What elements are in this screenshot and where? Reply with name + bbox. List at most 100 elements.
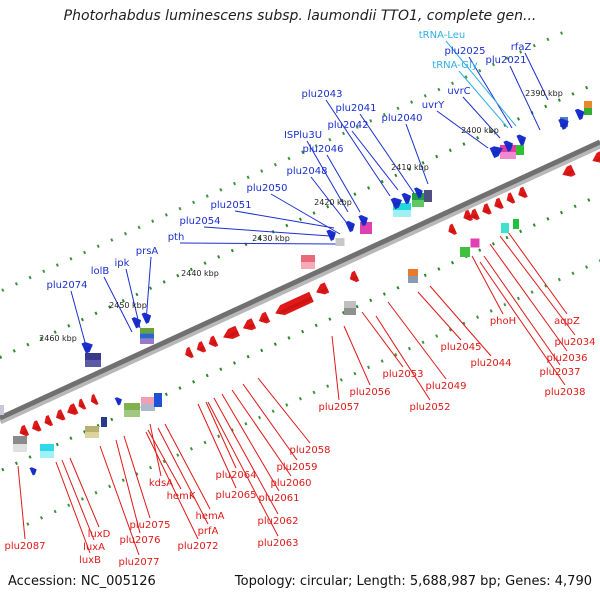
gene-label-lower[interactable]: plu2057 (319, 402, 360, 413)
feature-block[interactable] (124, 403, 140, 417)
forward-gene-arrow[interactable] (141, 310, 154, 324)
gene-label-upper[interactable]: rfaZ (511, 42, 532, 53)
gene-label-upper[interactable]: plu2074 (47, 280, 88, 291)
reverse-gene-arrow[interactable] (17, 424, 30, 438)
forward-gene-arrow[interactable] (516, 133, 528, 146)
gene-label-lower[interactable]: luxA (83, 542, 105, 553)
gene-label-upper[interactable]: pth (168, 232, 185, 243)
gene-label-upper[interactable]: plu2054 (180, 216, 221, 227)
gene-label-lower[interactable]: plu2053 (383, 369, 424, 380)
gene-label-lower[interactable]: plu2059 (277, 462, 318, 473)
gene-label-lower[interactable]: plu2075 (130, 520, 171, 531)
gene-label-upper[interactable]: uvrY (422, 100, 445, 111)
gene-label-lower[interactable]: luxB (79, 555, 101, 566)
reverse-gene-arrow[interactable] (347, 270, 360, 284)
reverse-gene-arrow[interactable] (504, 192, 516, 205)
reverse-gene-arrow[interactable] (65, 403, 79, 417)
feature-block[interactable] (101, 417, 107, 427)
gene-label-lower[interactable]: phoH (490, 316, 516, 327)
reverse-gene-arrow[interactable] (273, 291, 314, 319)
feature-block[interactable] (85, 426, 99, 438)
feature-block[interactable] (516, 145, 524, 155)
gene-label-upper[interactable]: plu2050 (247, 183, 288, 194)
gene-label-lower[interactable]: plu2037 (540, 367, 581, 378)
reverse-gene-arrow[interactable] (206, 335, 219, 349)
reverse-gene-arrow[interactable] (590, 150, 600, 166)
reverse-gene-arrow[interactable] (446, 223, 458, 237)
reverse-gene-arrow[interactable] (257, 311, 271, 326)
reverse-gene-arrow[interactable] (76, 398, 87, 412)
reverse-gene-arrow[interactable] (30, 420, 42, 433)
feature-block[interactable] (513, 219, 519, 229)
reverse-gene-arrow[interactable] (480, 203, 492, 216)
forward-gene-arrow[interactable] (390, 195, 405, 210)
gene-label-lower[interactable]: plu2064 (216, 470, 257, 481)
forward-gene-arrow[interactable] (503, 138, 515, 152)
reverse-gene-arrow[interactable] (560, 164, 576, 180)
feature-block[interactable] (584, 101, 592, 115)
feature-block[interactable] (40, 444, 54, 458)
gene-label-lower[interactable]: plu2062 (258, 516, 299, 527)
gene-label-upper[interactable]: lolB (91, 266, 110, 277)
gene-label-upper[interactable]: plu2025 (445, 46, 486, 57)
gene-label-upper[interactable]: plu2041 (336, 103, 377, 114)
reverse-gene-arrow[interactable] (516, 186, 528, 200)
gene-label-upper[interactable]: ISPlu3U (284, 130, 322, 141)
feature-block[interactable] (460, 247, 470, 257)
gene-label-lower[interactable]: plu2044 (471, 358, 512, 369)
reverse-gene-arrow[interactable] (461, 209, 473, 223)
feature-block[interactable] (335, 238, 345, 246)
feature-block[interactable] (470, 238, 480, 248)
gene-label-lower[interactable]: luxD (88, 529, 111, 540)
gene-label-lower[interactable]: plu2036 (547, 353, 588, 364)
reverse-gene-arrow[interactable] (492, 197, 504, 211)
reverse-gene-arrow[interactable] (183, 346, 194, 360)
feature-block[interactable] (501, 223, 509, 233)
feature-block[interactable] (0, 405, 4, 415)
gene-label-lower[interactable]: plu2058 (290, 445, 331, 456)
gene-label-upper[interactable]: plu2048 (287, 166, 328, 177)
gene-label-lower[interactable]: plu2072 (178, 541, 219, 552)
forward-gene-arrow[interactable] (114, 396, 124, 406)
reverse-gene-arrow[interactable] (241, 318, 257, 333)
gene-label-upper[interactable]: prsA (136, 246, 159, 257)
feature-block[interactable] (301, 255, 315, 269)
reverse-gene-arrow[interactable] (468, 208, 480, 222)
forward-gene-arrow[interactable] (131, 315, 144, 329)
forward-gene-arrow[interactable] (81, 339, 95, 354)
forward-gene-arrow[interactable] (558, 116, 571, 130)
feature-block[interactable] (424, 190, 432, 202)
gene-label-lower[interactable]: plu2038 (545, 387, 586, 398)
gene-label-upper[interactable]: plu2042 (328, 120, 369, 131)
forward-gene-arrow[interactable] (326, 228, 338, 241)
forward-gene-arrow[interactable] (358, 213, 370, 227)
gene-label-lower[interactable]: plu2076 (120, 535, 161, 546)
feature-block[interactable] (141, 397, 155, 411)
feature-block[interactable] (13, 436, 27, 452)
gene-label-lower[interactable]: plu2049 (426, 381, 467, 392)
gene-label-lower[interactable]: plu2061 (259, 493, 300, 504)
gene-label-upper[interactable]: tRNA-Leu (419, 30, 465, 41)
forward-gene-arrow[interactable] (345, 219, 357, 233)
forward-gene-arrow[interactable] (489, 143, 505, 159)
gene-label-lower[interactable]: plu2065 (216, 490, 257, 501)
forward-gene-arrow[interactable] (413, 186, 425, 199)
gene-label-lower[interactable]: plu2056 (350, 387, 391, 398)
feature-block[interactable] (85, 353, 101, 367)
gene-label-lower[interactable]: kdsA (149, 478, 173, 489)
gene-label-lower[interactable]: aqpZ (554, 316, 580, 327)
feature-block[interactable] (408, 269, 418, 283)
gene-label-lower[interactable]: hemK (167, 491, 196, 502)
reverse-gene-arrow[interactable] (42, 414, 54, 428)
reverse-gene-arrow[interactable] (221, 325, 240, 343)
forward-gene-arrow[interactable] (574, 107, 587, 121)
gene-label-lower[interactable]: plu2052 (410, 402, 451, 413)
gene-label-upper[interactable]: plu2051 (211, 200, 252, 211)
gene-label-lower[interactable]: plu2087 (5, 541, 46, 552)
gene-label-lower[interactable]: hemA (195, 511, 224, 522)
feature-block[interactable] (344, 301, 356, 315)
feature-block[interactable] (154, 393, 162, 407)
gene-label-lower[interactable]: prfA (198, 526, 219, 537)
gene-label-upper[interactable]: plu2021 (486, 55, 527, 66)
gene-label-lower[interactable]: plu2045 (441, 342, 482, 353)
